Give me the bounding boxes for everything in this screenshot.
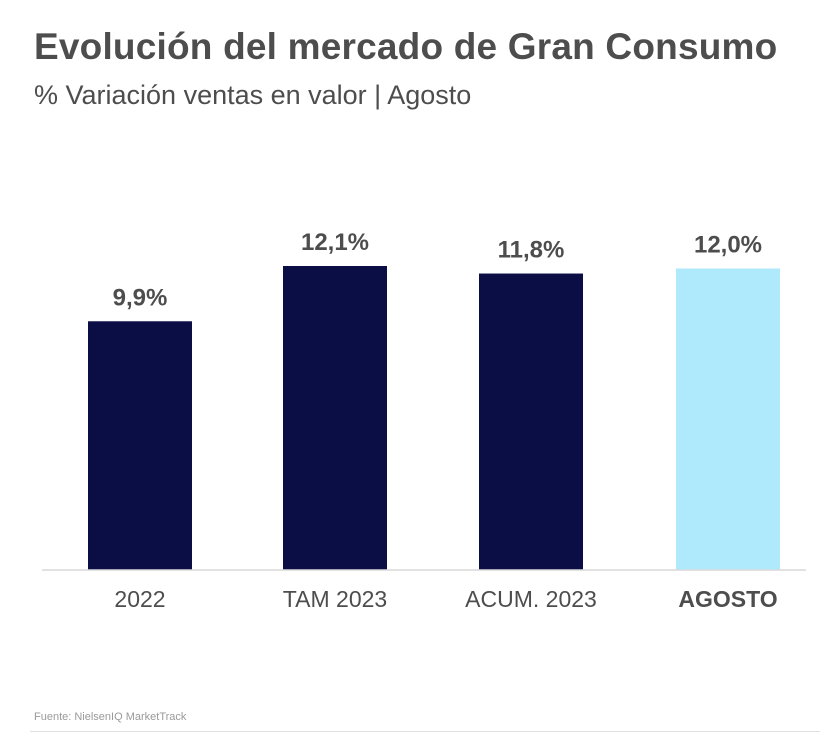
bar-2: [283, 266, 387, 570]
source-note: Fuente: NielsenIQ MarketTrack: [34, 711, 187, 723]
chart-subtitle: % Variación ventas en valor | Agosto: [34, 80, 472, 110]
data-label-1: 9,9%: [113, 284, 168, 311]
category-label-4: AGOSTO: [678, 586, 777, 612]
bar-4: [676, 268, 780, 570]
chart-title: Evolución del mercado de Gran Consumo: [34, 26, 778, 67]
data-label-4: 12,0%: [694, 232, 762, 259]
bottom-divider: [30, 731, 820, 732]
category-label-3: ACUM. 2023: [465, 586, 597, 612]
bar-3: [479, 273, 583, 570]
bar-1: [88, 321, 192, 570]
category-label-2: TAM 2023: [283, 586, 387, 612]
data-label-3: 11,8%: [498, 237, 565, 264]
category-label-1: 2022: [114, 586, 165, 612]
data-label-2: 12,1%: [301, 229, 369, 256]
